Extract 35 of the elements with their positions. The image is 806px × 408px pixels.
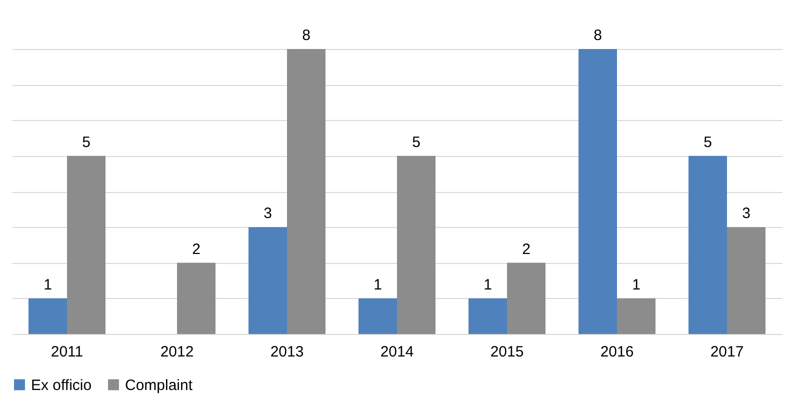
x-tick-label: 2012 — [160, 344, 194, 360]
bar — [177, 262, 216, 334]
data-label: 3 — [264, 205, 272, 222]
data-label: 3 — [742, 205, 750, 222]
bar — [578, 49, 617, 334]
legend-label: Complaint — [125, 376, 194, 394]
data-label: 1 — [374, 276, 382, 294]
bar — [67, 156, 106, 334]
bar — [287, 49, 326, 334]
x-tick-label: 2011 — [50, 344, 84, 360]
x-tick-label: 2017 — [710, 344, 744, 360]
bar — [397, 156, 436, 334]
data-label: 2 — [522, 240, 530, 258]
data-label: 8 — [594, 27, 602, 44]
bar — [617, 298, 656, 334]
x-tick-label: 2016 — [600, 344, 634, 360]
bar — [28, 298, 67, 334]
bar — [688, 156, 727, 334]
data-label: 5 — [82, 134, 90, 151]
bar — [468, 298, 507, 334]
data-label: 8 — [302, 27, 310, 44]
data-label: 5 — [412, 134, 420, 151]
bar — [507, 262, 546, 334]
data-label: 1 — [44, 276, 52, 294]
data-label: 5 — [704, 134, 712, 151]
x-tick-label: 2014 — [380, 344, 414, 360]
data-label: 2 — [192, 240, 200, 258]
legend-label: Ex officio — [31, 376, 92, 394]
bar — [727, 227, 766, 334]
data-label: 1 — [632, 276, 640, 294]
data-label: 1 — [484, 276, 492, 294]
bar — [358, 298, 397, 334]
bar — [248, 227, 287, 334]
x-tick-label: 2015 — [490, 344, 524, 360]
x-tick-label: 2013 — [270, 344, 304, 360]
